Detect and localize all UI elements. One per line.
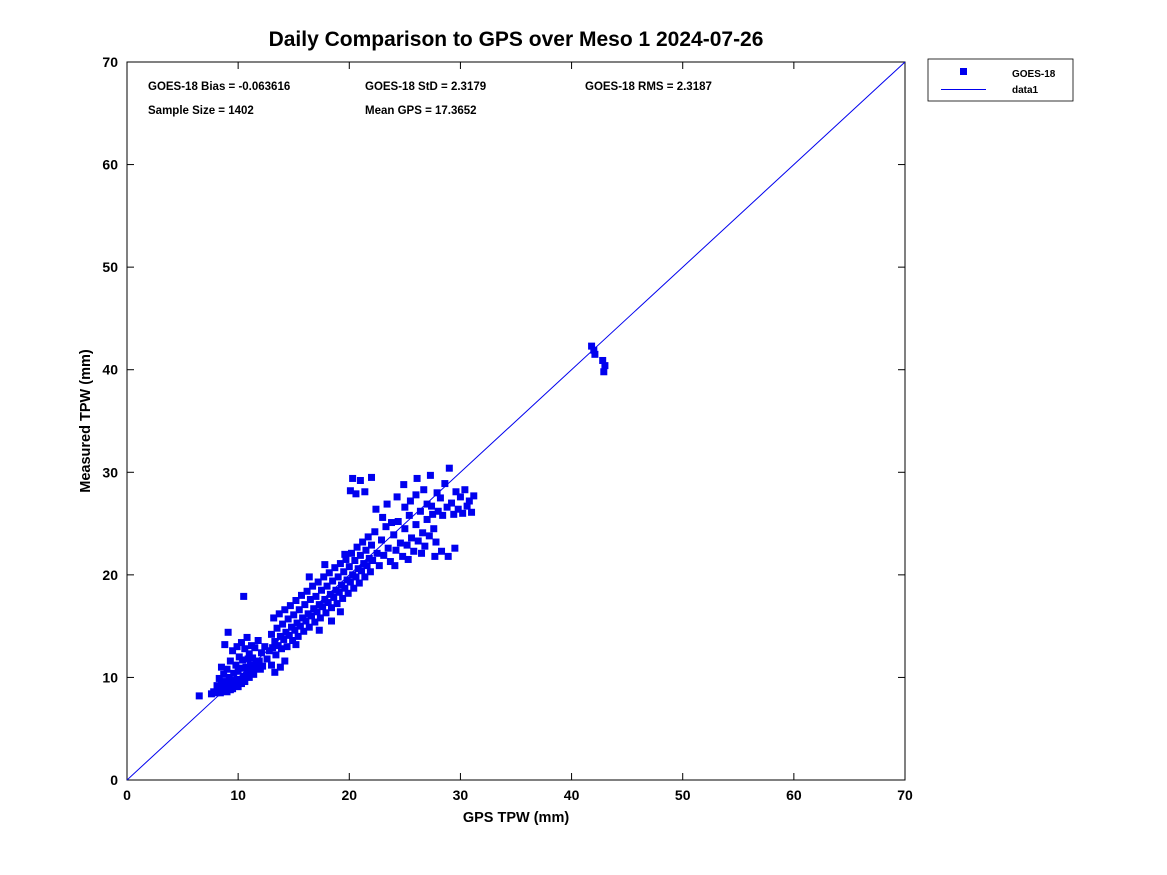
svg-text:70: 70 bbox=[897, 787, 913, 803]
stat-rms: GOES-18 RMS = 2.3187 bbox=[585, 81, 712, 93]
legend: GOES-18 data1 bbox=[927, 58, 1074, 102]
x-axis-label: GPS TPW (mm) bbox=[463, 810, 570, 826]
svg-text:40: 40 bbox=[564, 787, 580, 803]
svg-text:10: 10 bbox=[230, 787, 246, 803]
svg-text:70: 70 bbox=[102, 54, 118, 70]
tick-labels: 0 10 20 30 40 50 60 70 0 10 20 30 40 50 60 70 bbox=[102, 54, 913, 803]
svg-text:30: 30 bbox=[453, 787, 469, 803]
svg-text:60: 60 bbox=[102, 157, 118, 173]
svg-text:30: 30 bbox=[102, 464, 118, 480]
stat-bias: GOES-18 Bias = -0.063616 bbox=[148, 81, 290, 93]
plot-border bbox=[126, 61, 906, 781]
svg-text:60: 60 bbox=[786, 787, 802, 803]
svg-text:0: 0 bbox=[123, 787, 131, 803]
legend-box bbox=[927, 58, 1074, 102]
svg-text:40: 40 bbox=[102, 362, 118, 378]
svg-text:20: 20 bbox=[102, 567, 118, 583]
svg-text:50: 50 bbox=[102, 259, 118, 275]
scatter-series-goes18 bbox=[195, 342, 609, 700]
stat-sample-size: Sample Size = 1402 bbox=[148, 105, 254, 117]
svg-text:20: 20 bbox=[341, 787, 357, 803]
legend-label-goes18: GOES-18 bbox=[1012, 69, 1056, 80]
axis-ticks bbox=[126, 61, 906, 781]
chart-title: Daily Comparison to GPS over Meso 1 2024… bbox=[269, 28, 764, 51]
legend-marker-icon bbox=[960, 68, 967, 75]
svg-text:0: 0 bbox=[110, 772, 118, 788]
svg-text:50: 50 bbox=[675, 787, 691, 803]
y-axis-label: Measured TPW (mm) bbox=[78, 349, 94, 493]
stat-mean-gps: Mean GPS = 17.3652 bbox=[365, 105, 477, 117]
stat-std: GOES-18 StD = 2.3179 bbox=[365, 81, 486, 93]
svg-text:10: 10 bbox=[102, 669, 118, 685]
legend-label-data1: data1 bbox=[1012, 85, 1039, 96]
